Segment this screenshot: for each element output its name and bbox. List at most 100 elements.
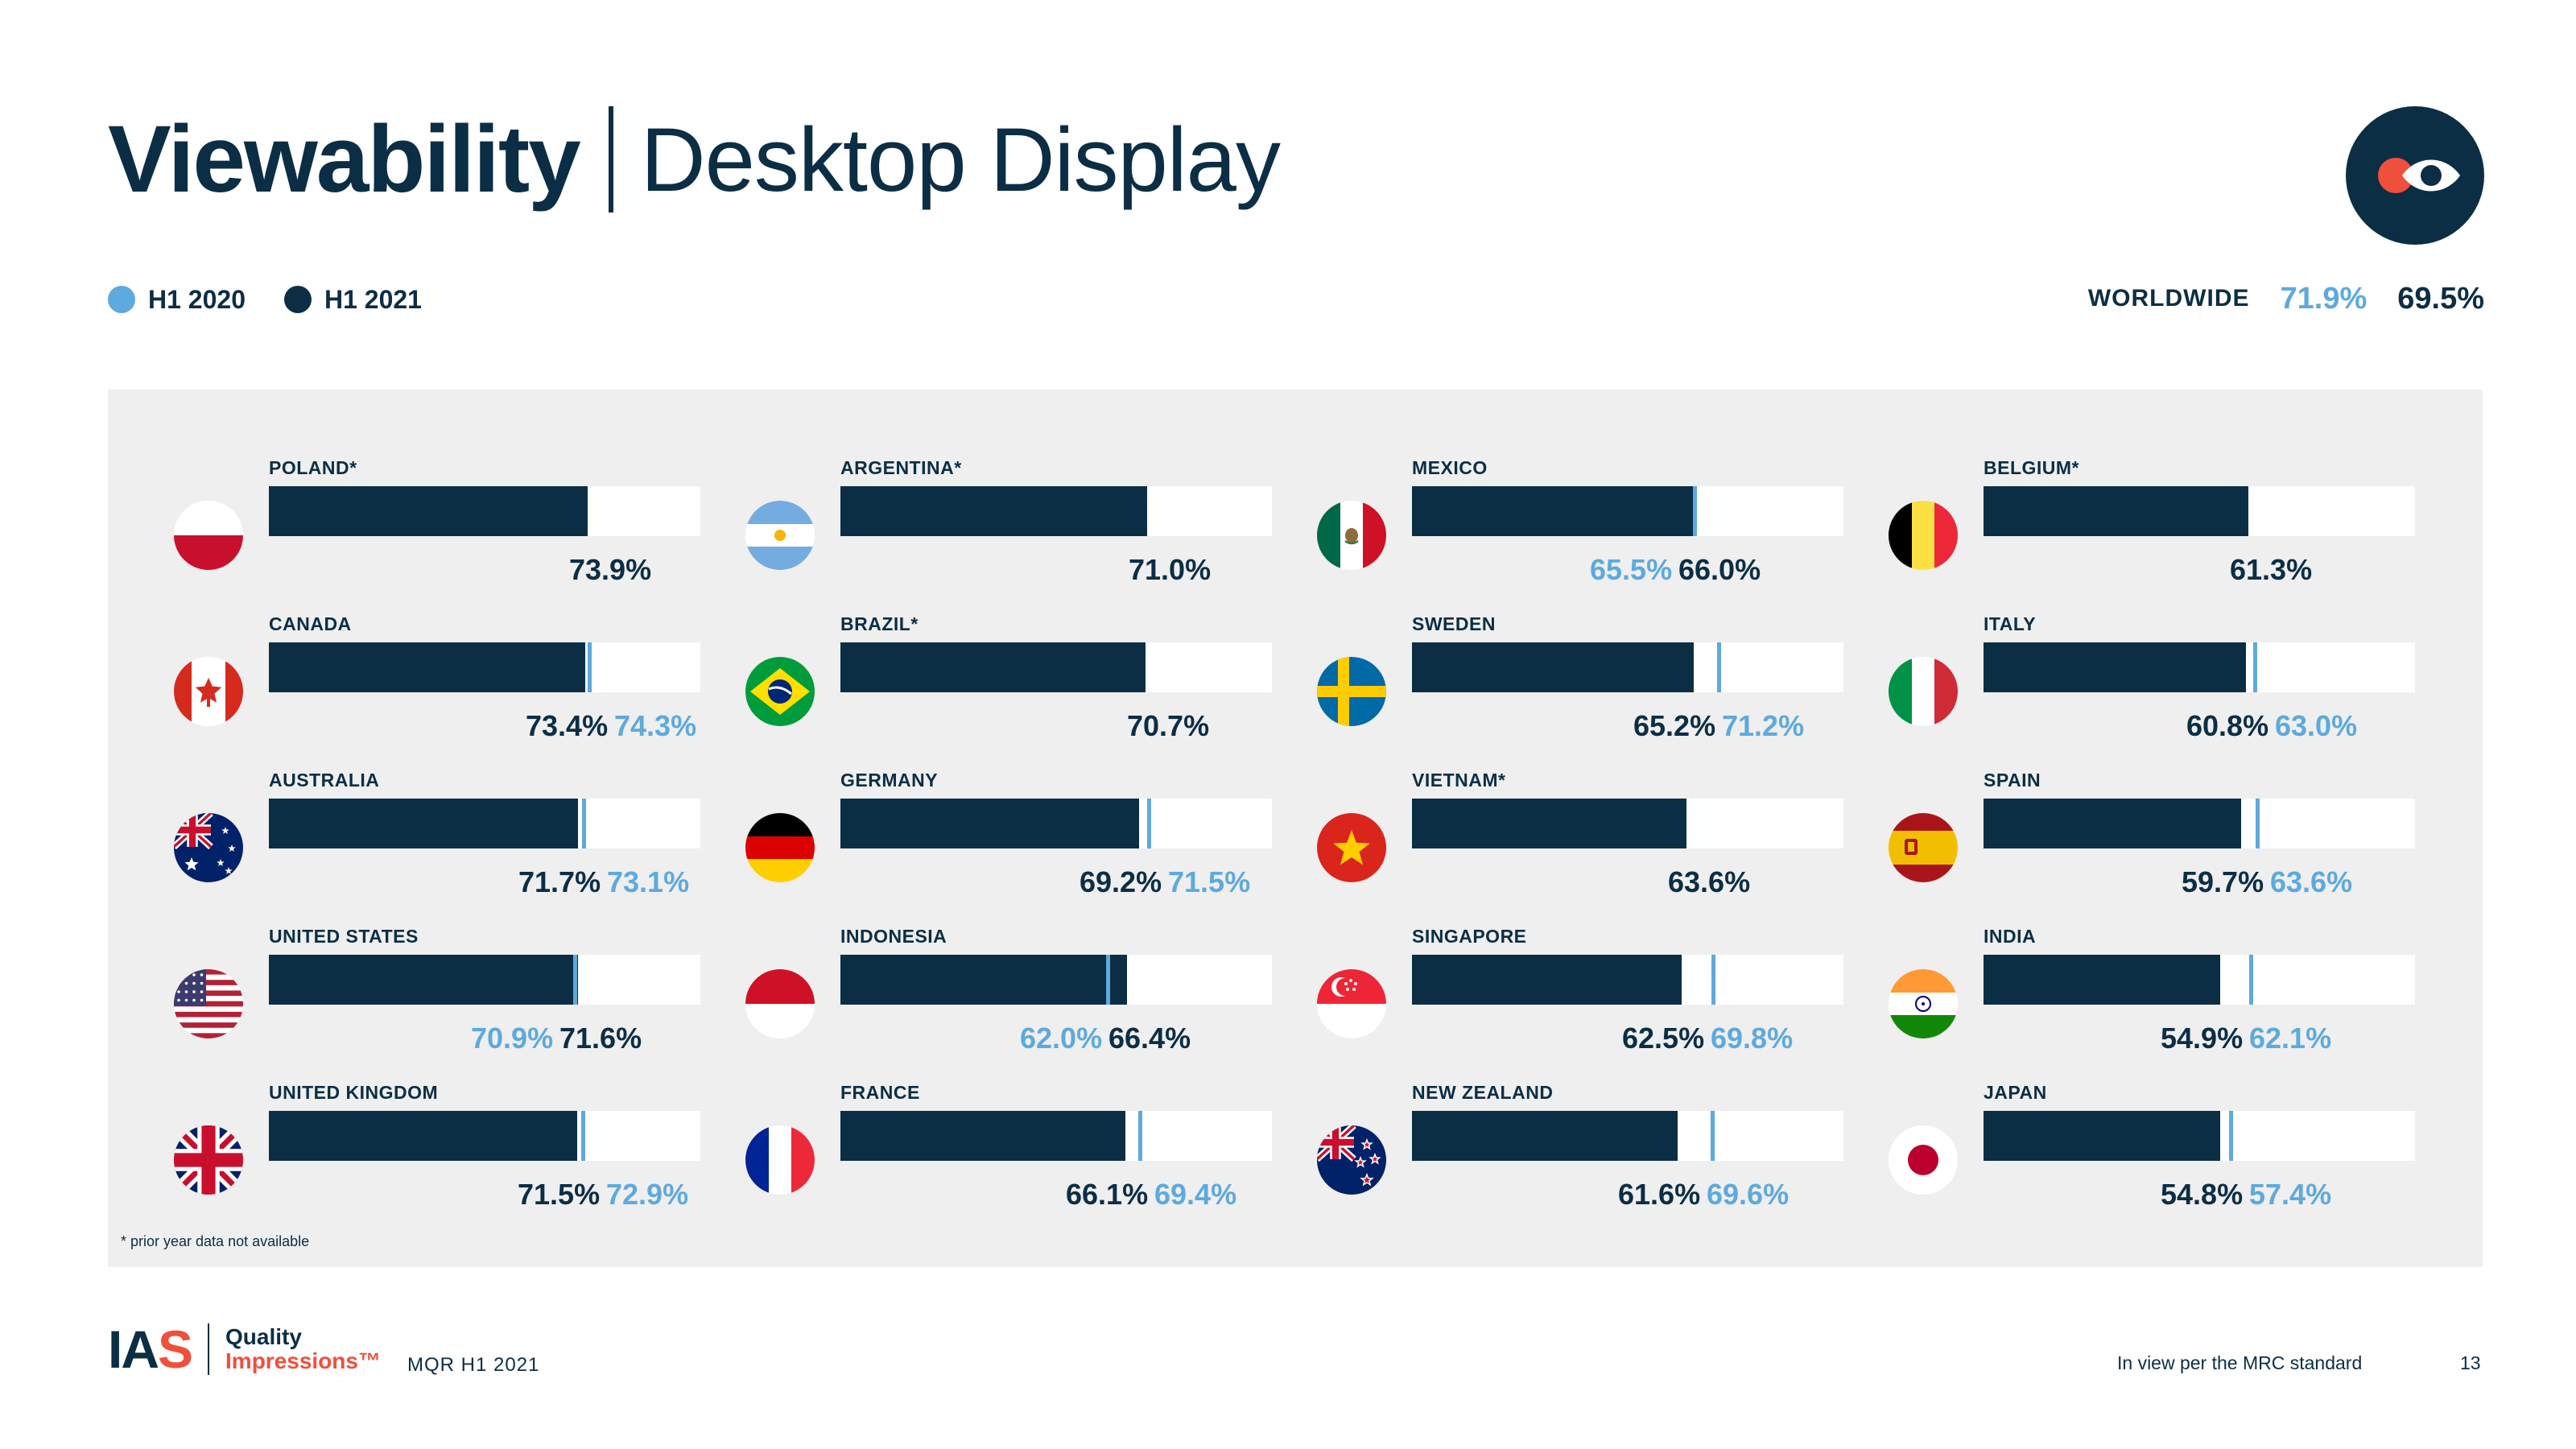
- value-h1-2021-australia: 71.7%: [518, 865, 601, 898]
- bar-track-belgium: [1984, 486, 2415, 536]
- country-label-argentina: ARGENTINA*: [840, 457, 962, 478]
- bar-track-japan: [1984, 1111, 2415, 1161]
- marker-h1-2020-new-zealand: [1710, 1111, 1715, 1161]
- bar-h1-2021-poland: [269, 486, 588, 536]
- country-label-belgium: BELGIUM*: [1984, 457, 2079, 478]
- japan-flag-icon: [1889, 1125, 1958, 1195]
- marker-h1-2020-united-states: [572, 955, 577, 1005]
- value-h1-2020-united-kingdom: 72.9%: [606, 1178, 689, 1211]
- argentina-flag-icon: [745, 501, 815, 570]
- country-label-italy: ITALY: [1984, 613, 2037, 634]
- canada-flag-icon: [174, 657, 243, 726]
- value-h1-2020-australia: 73.1%: [607, 865, 690, 898]
- country-label-india: INDIA: [1984, 926, 2037, 947]
- ias-logo: IAS Quality Impressions™: [108, 1319, 381, 1379]
- bar-h1-2021-singapore: [1412, 955, 1682, 1005]
- australia-flag-icon: [174, 813, 243, 882]
- value-h1-2020-new-zealand: 69.6%: [1707, 1178, 1790, 1211]
- legend-dot-h1-2020: [108, 286, 135, 313]
- marker-h1-2020-india: [2249, 955, 2254, 1005]
- legend-item-h1-2020: H1 2020: [108, 285, 246, 315]
- value-h1-2021-spain: 59.7%: [2182, 865, 2264, 898]
- country-row-australia: AUSTRALIA 71.7% 73.1%: [108, 770, 700, 923]
- country-row-indonesia: INDONESIA 66.4% 62.0%: [679, 926, 1272, 1079]
- country-label-vietnam: VIETNAM*: [1412, 770, 1506, 791]
- marker-h1-2020-spain: [2256, 799, 2260, 848]
- country-row-united-kingdom: UNITED KINGDOM 71.5% 72.9%: [108, 1082, 700, 1235]
- country-label-united-states: UNITED STATES: [269, 926, 419, 947]
- value-h1-2021-india: 54.9%: [2161, 1022, 2244, 1055]
- value-h1-2021-united-kingdom: 71.5%: [518, 1178, 601, 1211]
- poland-flag-icon: [174, 501, 243, 570]
- value-h1-2021-italy: 60.8%: [2186, 709, 2269, 742]
- country-label-brazil: BRAZIL*: [840, 613, 919, 634]
- value-h1-2021-mexico: 66.0%: [1678, 553, 1761, 586]
- bar-track-france: [840, 1111, 1272, 1161]
- worldwide-label: WORLDWIDE: [2087, 285, 2250, 312]
- bar-h1-2021-spain: [1984, 799, 2241, 848]
- spain-flag-icon: [1889, 813, 1958, 882]
- bar-h1-2021-sweden: [1412, 642, 1694, 692]
- bar-h1-2021-italy: [1984, 642, 2246, 692]
- country-row-germany: GERMANY 69.2% 71.5%: [679, 770, 1272, 923]
- value-h1-2020-germany: 71.5%: [1168, 865, 1251, 898]
- marker-h1-2020-mexico: [1692, 486, 1697, 536]
- quality-impressions-logo: Quality Impressions™: [225, 1325, 381, 1373]
- country-row-france: FRANCE 66.1% 69.4%: [679, 1082, 1272, 1235]
- bar-h1-2021-india: [1984, 955, 2221, 1005]
- chart-legend: H1 2020 H1 2021: [108, 283, 460, 316]
- ias-wordmark-ia: IA: [108, 1319, 159, 1379]
- bar-h1-2021-australia: [269, 799, 579, 848]
- bar-track-poland: [269, 486, 700, 536]
- country-label-sweden: SWEDEN: [1412, 613, 1496, 634]
- bar-track-singapore: [1412, 955, 1843, 1005]
- value-h1-2021-japan: 54.8%: [2161, 1178, 2244, 1211]
- indonesia-flag-icon: [745, 969, 815, 1038]
- value-h1-2021-indonesia: 66.4%: [1108, 1022, 1191, 1055]
- marker-h1-2020-germany: [1146, 799, 1151, 848]
- country-label-spain: SPAIN: [1984, 770, 2041, 791]
- value-h1-2020-japan: 57.4%: [2249, 1178, 2332, 1211]
- new-zealand-flag-icon: [1317, 1125, 1386, 1195]
- italy-flag-icon: [1889, 657, 1958, 726]
- logo-divider: [208, 1323, 210, 1375]
- value-h1-2020-mexico: 65.5%: [1590, 553, 1673, 586]
- bar-h1-2021-vietnam: [1412, 799, 1686, 848]
- united-kingdom-flag-icon: [174, 1125, 243, 1195]
- marker-h1-2020-australia: [582, 799, 587, 848]
- marker-h1-2020-japan: [2229, 1111, 2234, 1161]
- value-h1-2021-germany: 69.2%: [1080, 865, 1162, 898]
- bar-h1-2021-new-zealand: [1412, 1111, 1678, 1161]
- bar-track-mexico: [1412, 486, 1843, 536]
- logo-line-quality: Quality: [225, 1324, 302, 1349]
- bar-track-brazil: [840, 642, 1272, 692]
- title-divider: [608, 106, 613, 213]
- bar-track-germany: [840, 799, 1272, 848]
- country-label-japan: JAPAN: [1984, 1082, 2047, 1103]
- brazil-flag-icon: [745, 657, 815, 726]
- bar-track-new-zealand: [1412, 1111, 1843, 1161]
- bar-track-argentina: [840, 486, 1272, 536]
- legend-label-h1-2020: H1 2020: [148, 284, 246, 314]
- mexico-flag-icon: [1317, 501, 1386, 570]
- value-h1-2020-sweden: 71.2%: [1722, 709, 1805, 742]
- title-bold: Viewability: [108, 106, 581, 213]
- country-row-canada: CANADA 73.4% 74.3%: [108, 613, 700, 766]
- country-row-new-zealand: NEW ZEALAND 61.6% 69.6%: [1251, 1082, 1843, 1235]
- value-h1-2020-italy: 63.0%: [2275, 709, 2358, 742]
- bar-h1-2021-france: [840, 1111, 1126, 1161]
- page-title: Viewability Desktop Display: [108, 95, 1281, 224]
- bar-track-spain: [1984, 799, 2415, 848]
- country-row-argentina: ARGENTINA* 71.0%: [679, 457, 1272, 610]
- bar-track-indonesia: [840, 955, 1272, 1005]
- value-h1-2020-france: 69.4%: [1154, 1178, 1237, 1211]
- india-flag-icon: [1889, 969, 1958, 1038]
- country-row-sweden: SWEDEN 65.2% 71.2%: [1251, 613, 1843, 766]
- bar-track-australia: [269, 799, 700, 848]
- bar-track-united-states: [269, 955, 700, 1005]
- country-label-mexico: MEXICO: [1412, 457, 1488, 478]
- bar-track-united-kingdom: [269, 1111, 700, 1161]
- worldwide-h1-2021: 69.5%: [2397, 281, 2484, 316]
- value-h1-2020-singapore: 69.8%: [1711, 1022, 1794, 1055]
- legend-dot-h1-2021: [283, 286, 312, 313]
